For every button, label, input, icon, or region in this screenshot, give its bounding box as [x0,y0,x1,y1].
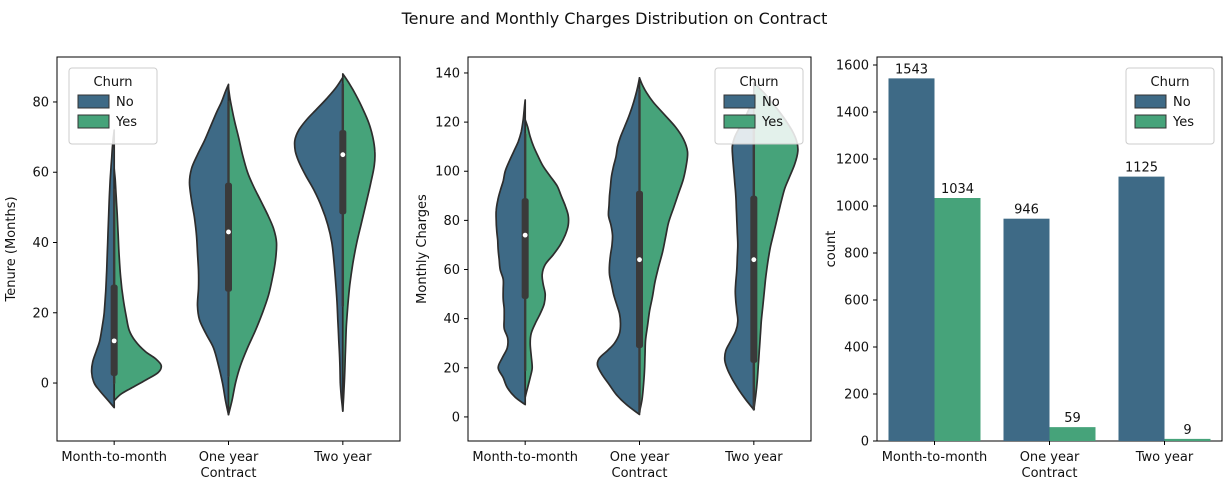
y-tick-label: 0 [452,410,460,425]
violin-no-one-year [596,77,641,416]
violin-yes-month-to-month [524,118,570,399]
y-tick-label: 800 [844,246,869,261]
violin-no-two-year [293,76,344,412]
y-tick-label: 200 [844,387,869,402]
x-tick-label-month-to-month: Month-to-month [882,450,988,465]
violin-yes-two-year [341,73,376,412]
y-tick-label: 20 [443,361,460,376]
y-tick-label: 400 [844,340,869,355]
y-tick-label: 20 [32,306,49,321]
figure-title: Tenure and Monthly Charges Distribution … [401,9,828,28]
y-tick-label: 0 [861,435,869,450]
y-tick-label: 1600 [836,58,869,73]
bar-no-two-year [1118,176,1165,442]
legend-label-yes: Yes [115,115,137,130]
x-tick-label-one-year: One year [199,450,259,465]
y-axis-label-count: count [824,231,839,268]
y-axis-label-monthly-charges: Monthly Charges [415,194,430,304]
y-tick-label: 1000 [836,199,869,214]
iqr-box-two-year [339,130,347,215]
legend-patch-no [1134,94,1167,109]
median-dot-month-to-month [522,232,528,238]
bar-yes-two-year [1164,438,1211,441]
legend-patch-yes [723,114,756,129]
bar-label-no-month-to-month: 1543 [895,62,928,77]
violin-no-one-year [188,83,230,416]
y-tick-label: 120 [435,116,460,131]
legend-patch-no [77,94,110,109]
legend-label-yes: Yes [761,115,783,130]
iqr-box-two-year [750,195,758,363]
bar-label-yes-one-year: 59 [1064,411,1081,426]
bar-label-yes-month-to-month: 1034 [941,182,974,197]
median-dot-month-to-month [111,338,117,344]
violin-yes-one-year [638,77,689,413]
bar-no-month-to-month [888,78,935,441]
violin-no-two-year [723,99,755,411]
y-axis-label-tenure-months-: Tenure (Months) [4,196,19,302]
x-tick-label-two-year: Two year [1135,450,1194,465]
y-tick-label: 40 [32,236,49,251]
y-tick-label: 600 [844,293,869,308]
x-tick-label-two-year: Two year [313,450,372,465]
x-tick-label-month-to-month: Month-to-month [472,450,578,465]
bar-label-no-one-year: 946 [1014,203,1039,218]
legend-patch-yes [1134,114,1167,129]
x-tick-label-one-year: One year [1020,450,1080,465]
y-tick-label: 60 [443,263,460,278]
iqr-box-month-to-month [521,198,529,299]
iqr-box-one-year [636,190,643,349]
y-tick-label: 140 [435,66,460,81]
x-tick-label-one-year: One year [610,450,670,465]
legend-title: Churn [94,75,133,90]
y-tick-label: 1200 [836,152,869,167]
iqr-box-one-year [225,182,232,292]
median-dot-two-year [340,152,346,158]
bar-label-no-two-year: 1125 [1125,161,1158,176]
median-dot-one-year [637,257,642,263]
legend-title: Churn [1151,75,1190,90]
y-tick-label: 80 [443,214,460,229]
legend-title: Churn [740,75,779,90]
x-axis-label: Contract [612,466,668,481]
legend-patch-no [723,94,756,109]
bar-label-yes-two-year: 9 [1183,423,1191,438]
y-tick-label: 100 [435,165,460,180]
bar-no-one-year [1003,218,1050,441]
x-axis-label: Contract [1022,466,1078,481]
legend-label-no: No [762,95,780,110]
legend-label-no: No [116,95,134,110]
violin-yes-one-year [227,87,278,416]
y-tick-label: 1400 [836,105,869,120]
iqr-box-month-to-month [110,284,118,377]
legend-label-yes: Yes [1172,115,1194,130]
legend-patch-yes [77,114,110,129]
median-dot-two-year [751,257,757,263]
violin-yes-month-to-month [113,167,163,402]
y-tick-label: 40 [443,312,460,327]
y-tick-label: 0 [41,377,49,392]
x-tick-label-month-to-month: Month-to-month [61,450,167,465]
x-tick-label-two-year: Two year [724,450,783,465]
median-dot-one-year [226,229,231,235]
violin-no-month-to-month [495,99,527,406]
y-tick-label: 80 [32,95,49,110]
bar-yes-one-year [1049,427,1096,441]
y-tick-label: 60 [32,166,49,181]
violin-no-month-to-month [90,129,116,409]
legend-label-no: No [1173,95,1191,110]
x-axis-label: Contract [201,466,257,481]
bar-yes-month-to-month [934,198,981,441]
